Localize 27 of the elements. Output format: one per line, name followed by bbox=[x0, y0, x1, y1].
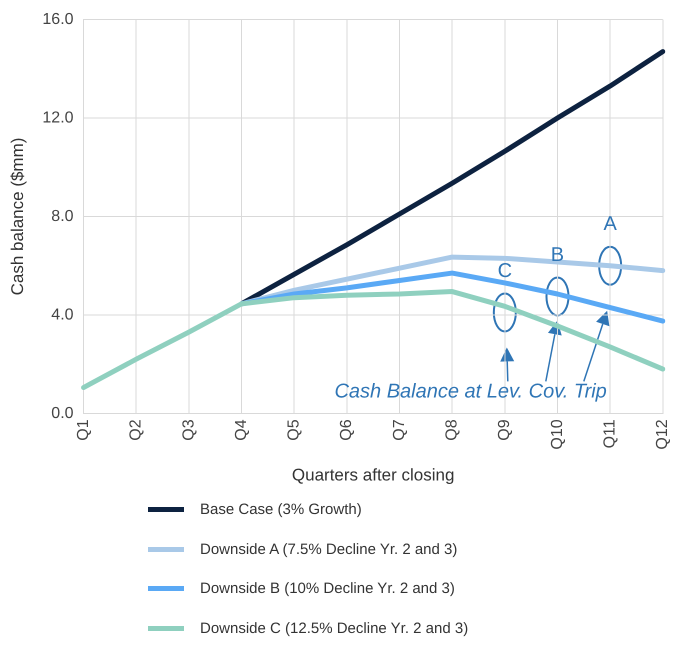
legend-label: Base Case (3% Growth) bbox=[200, 501, 362, 518]
x-tick-label: Q12 bbox=[654, 419, 672, 450]
x-tick-label: Q2 bbox=[128, 419, 145, 441]
legend-label: Downside B (10% Decline Yr. 2 and 3) bbox=[200, 580, 455, 598]
x-tick-label: Q5 bbox=[286, 419, 303, 441]
x-tick-label: Q7 bbox=[390, 419, 408, 441]
y-tick-label: 4.0 bbox=[51, 306, 74, 324]
x-tick-label: Q3 bbox=[180, 419, 198, 441]
y-tick-label: 12.0 bbox=[42, 109, 74, 126]
annotation: B bbox=[550, 244, 564, 266]
legend-label: Downside A (7.5% Decline Yr. 2 and 3) bbox=[200, 540, 458, 558]
y-tick-label: 16.0 bbox=[42, 11, 74, 28]
x-tick-label: Q4 bbox=[232, 419, 250, 441]
y-tick-label: 8.0 bbox=[51, 208, 74, 225]
annotation: Cash Balance at Lev. Cov. Trip bbox=[334, 380, 607, 402]
legend-label: Downside C (12.5% Decline Yr. 2 and 3) bbox=[200, 620, 468, 637]
annotation: C bbox=[498, 260, 512, 282]
x-axis-title: Quarters after closing bbox=[292, 465, 454, 484]
x-tick-label: Q9 bbox=[496, 419, 514, 441]
annotation: A bbox=[603, 213, 618, 236]
y-tick-label: 0.0 bbox=[51, 404, 74, 422]
x-tick-label: Q6 bbox=[338, 419, 356, 441]
y-axis-title: Cash balance ($mm) bbox=[8, 138, 27, 296]
x-tick-label: Q10 bbox=[548, 419, 566, 450]
x-tick-label: Q8 bbox=[444, 419, 461, 441]
x-tick-label: Q11 bbox=[602, 419, 619, 448]
x-tick-label: Q1 bbox=[74, 419, 92, 441]
